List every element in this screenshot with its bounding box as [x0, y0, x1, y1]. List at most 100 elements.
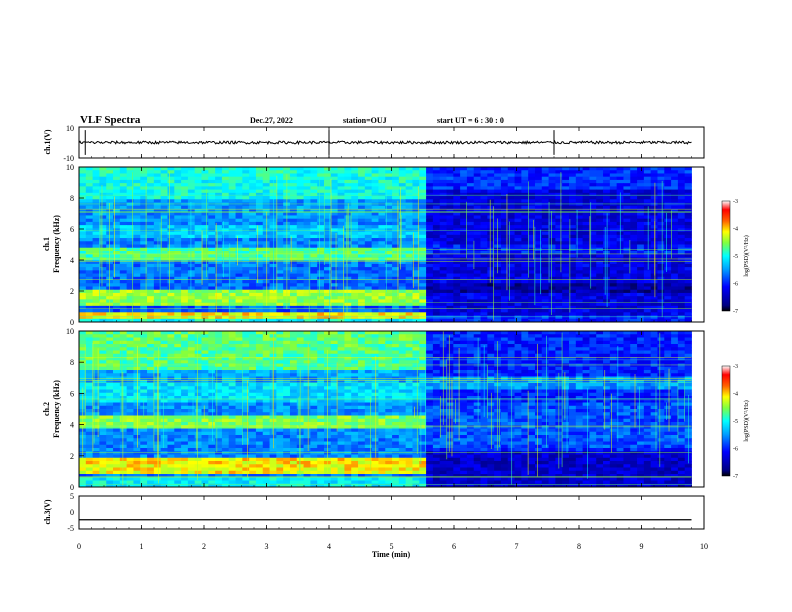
spectrogram-cell — [153, 205, 162, 210]
spectrogram-cell — [208, 296, 216, 300]
spectrogram-cell — [344, 276, 352, 281]
spectrogram-cell — [446, 283, 454, 287]
spectrogram-cell — [153, 234, 162, 239]
spectrogram-cell — [460, 218, 468, 223]
spectrogram-cell — [194, 189, 202, 194]
spectrogram-cell — [167, 331, 175, 335]
spectrogram-cell — [541, 215, 549, 220]
spectrogram-cell — [324, 228, 332, 232]
spectrogram-cell — [405, 334, 413, 338]
spectrogram-cell — [426, 234, 434, 239]
spectrogram-cell — [432, 199, 441, 203]
spectrogram-cell — [555, 183, 563, 187]
spectrogram-cell — [215, 196, 223, 200]
spectrogram-cell — [228, 221, 236, 226]
spectrogram-cell — [324, 250, 332, 255]
spectrogram-cell — [364, 225, 373, 229]
spectrogram-cell — [296, 302, 304, 307]
spectrogram-cell — [160, 238, 168, 242]
spectrogram-cell — [426, 292, 434, 297]
spectrogram-cell — [480, 267, 488, 271]
spectrogram-cell — [181, 312, 189, 316]
spectrogram-cell — [317, 286, 325, 291]
spectrogram-cell — [616, 179, 624, 184]
spectrogram-cell — [79, 215, 87, 220]
spectrogram-cell — [255, 302, 264, 307]
spectrogram-cell — [548, 260, 556, 265]
spectrogram-cell — [671, 208, 679, 213]
spectrogram-cell — [208, 347, 216, 351]
spectrogram-cell — [623, 347, 631, 351]
spectrogram-cell — [126, 250, 134, 255]
spectrogram-cell — [181, 167, 189, 171]
spectrogram-cell — [637, 331, 645, 335]
spectrogram-cell — [637, 179, 645, 184]
spectrogram-cell — [351, 196, 359, 200]
spectrogram-cell — [569, 315, 577, 320]
spectrogram-cell — [392, 176, 400, 181]
spectrogram-cell — [235, 205, 243, 210]
spectrogram-cell — [249, 260, 257, 265]
spectrogram-cell — [528, 244, 536, 249]
spectrogram-cell — [480, 299, 488, 304]
spectrogram-cell — [426, 208, 434, 213]
spectrogram-cell — [494, 302, 502, 307]
spectrogram-cell — [133, 241, 141, 245]
spectrogram-cell — [344, 302, 352, 307]
spectrogram-cell — [534, 167, 543, 171]
spectrogram-cell — [643, 273, 652, 278]
spectrogram-cell — [344, 273, 352, 278]
spectrogram-cell — [623, 334, 631, 338]
spectrogram-cell — [215, 199, 223, 203]
spectrogram-cell — [79, 340, 87, 345]
spectrogram-cell — [378, 215, 386, 220]
spectrogram-cell — [215, 286, 223, 291]
spectrogram-cell — [99, 202, 107, 207]
spectrogram-cell — [310, 241, 318, 245]
spectrogram-cell — [480, 225, 488, 229]
spectrogram-cell — [119, 312, 128, 316]
spectrogram-cell — [242, 334, 250, 338]
spectrogram-cell — [507, 296, 515, 300]
spectrogram-cell — [174, 299, 182, 304]
spectrogram-cell — [378, 205, 386, 210]
spectrogram-cell — [439, 170, 447, 174]
spectrogram-cell — [677, 244, 686, 249]
spectrogram-cell — [249, 302, 257, 307]
spectrogram-cell — [358, 167, 366, 171]
spectrogram-cell — [181, 309, 189, 313]
spectrogram-cell — [255, 315, 264, 320]
spectrogram-cell — [201, 299, 209, 304]
spectrogram-cell — [221, 289, 230, 294]
spectrogram-cell — [79, 305, 87, 310]
spectrogram-cell — [555, 167, 563, 171]
spectrogram-cell — [358, 208, 366, 213]
spectrogram-cell — [194, 292, 202, 297]
spectrogram-cell — [507, 334, 515, 338]
spectrogram-cell — [358, 179, 366, 184]
spectrogram-cell — [167, 205, 175, 210]
spectrogram-cell — [276, 263, 284, 268]
spectrogram-cell — [603, 273, 611, 278]
spectrogram-cell — [242, 260, 250, 265]
spectrogram-cell — [650, 231, 658, 236]
spectrogram-cell — [126, 283, 134, 287]
spectrogram-cell — [528, 270, 536, 274]
spectrogram-cell — [603, 231, 611, 236]
spectrogram-cell — [119, 179, 128, 184]
frequency-tick-label: 8 — [70, 194, 74, 203]
spectrogram-cell — [126, 225, 134, 229]
spectrogram-cell — [630, 173, 638, 178]
station-label: station=OUJ — [343, 116, 387, 125]
spectrogram-cell — [181, 225, 189, 229]
spectrogram-cell — [473, 176, 481, 181]
spectrogram-cell — [201, 218, 209, 223]
spectrogram-cell — [255, 199, 264, 203]
spectrogram-cell — [303, 289, 311, 294]
spectrogram-cell — [446, 192, 454, 197]
spectrogram-cell — [276, 234, 284, 239]
spectrogram-cell — [637, 228, 645, 232]
spectrogram-cell — [364, 179, 373, 184]
spectrogram-cell — [330, 250, 339, 255]
spectrogram-cell — [296, 244, 304, 249]
